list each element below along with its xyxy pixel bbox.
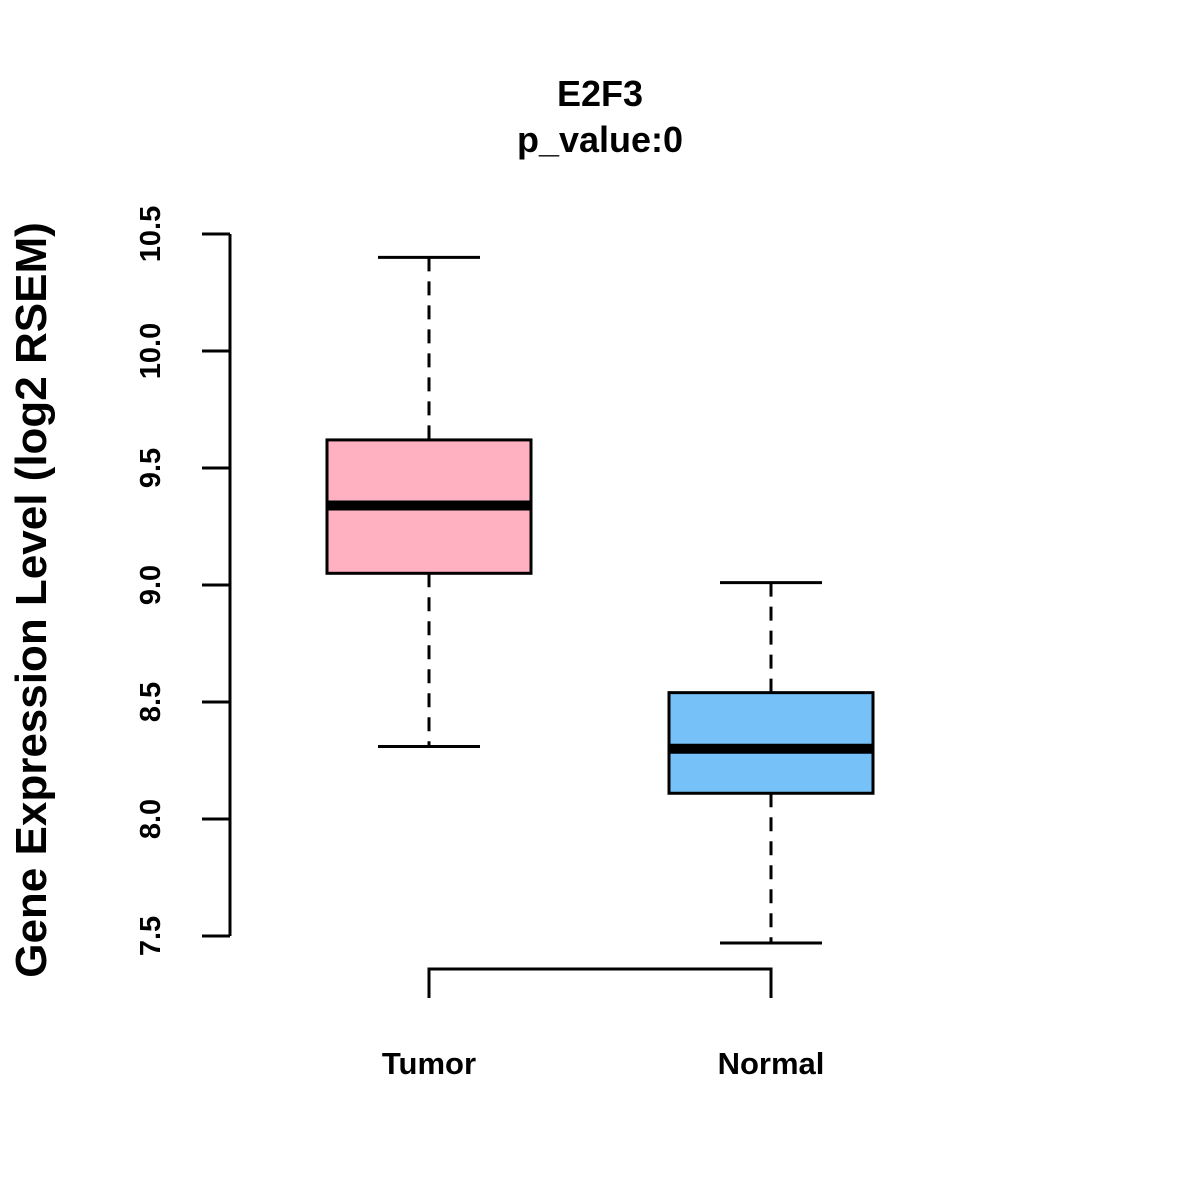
- chart-subtitle: p_value:0: [517, 119, 683, 160]
- y-tick-label: 8.0: [135, 799, 167, 839]
- chart-title: E2F3: [557, 73, 643, 114]
- box-normal: [667, 581, 875, 945]
- y-tick-label: 9.5: [135, 448, 167, 488]
- y-tick-label: 7.5: [135, 916, 167, 956]
- iqr-box: [667, 691, 875, 795]
- box-tumor: [325, 255, 533, 748]
- boxes-group: [325, 255, 875, 945]
- y-tick-label: 10.5: [135, 206, 167, 262]
- comparison-bracket: [427, 967, 773, 998]
- x-axis-labels: Tumor Normal: [382, 1046, 824, 1081]
- x-label-tumor: Tumor: [382, 1046, 476, 1081]
- x-label-normal: Normal: [718, 1046, 825, 1081]
- bracket-line: [427, 967, 773, 998]
- y-tick-label: 8.5: [135, 682, 167, 722]
- y-axis-label: Gene Expression Level (log2 RSEM): [7, 222, 56, 978]
- y-tick-label: 9.0: [135, 565, 167, 605]
- y-axis: 7.5 8.0 8.5 9.0 9.5 10.0 10.5: [135, 206, 232, 956]
- y-tick-label: 10.0: [135, 323, 167, 379]
